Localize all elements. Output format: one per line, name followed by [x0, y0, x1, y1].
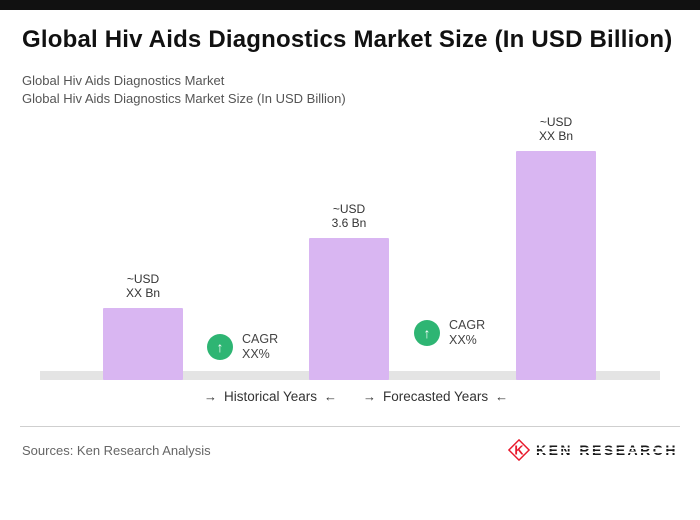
- ken-research-logo: K KEN RESEARCH: [507, 439, 679, 461]
- bar-label-line1: ~USD: [332, 202, 366, 216]
- page-title: Global Hiv Aids Diagnostics Market Size …: [22, 26, 673, 53]
- bar-middle: [309, 238, 389, 380]
- footer: Sources: Ken Research Analysis K KEN RES…: [22, 439, 679, 461]
- footer-divider: [20, 426, 680, 427]
- svg-text:K: K: [514, 443, 524, 458]
- growth-arrow-icon: ↑: [414, 320, 440, 346]
- arrow-left-icon: ←: [324, 389, 338, 404]
- top-bar: [0, 0, 700, 10]
- bar-value-label: ~USD XX Bn: [539, 115, 573, 143]
- bar-value-label: ~USD 3.6 Bn: [332, 202, 367, 230]
- bar-group-historical: ~USD XX Bn: [103, 114, 183, 380]
- bar-label-line2: XX Bn: [125, 286, 161, 300]
- ken-research-k-icon: K: [507, 439, 530, 461]
- cagr-label: CAGR: [449, 318, 486, 332]
- chart-subtitle-2: Global Hiv Aids Diagnostics Market Size …: [22, 91, 346, 106]
- cagr-text: CAGR XX%: [242, 332, 278, 362]
- cagr-value: XX%: [449, 333, 477, 347]
- bar-label-line1: ~USD: [539, 115, 573, 129]
- sources-text: Sources: Ken Research Analysis: [22, 442, 211, 458]
- bar-label-line2: XX Bn: [538, 129, 574, 143]
- ken-research-logo-text: KEN RESEARCH: [535, 441, 679, 459]
- bar-label-line1: ~USD: [126, 272, 160, 286]
- growth-arrow-icon: ↑: [207, 334, 233, 360]
- bar-group-forecast: ~USD XX Bn: [516, 114, 596, 380]
- bar-historical: [103, 308, 183, 380]
- bar-forecast: [516, 151, 596, 380]
- chart-subtitle-1: Global Hiv Aids Diagnostics Market: [22, 73, 225, 88]
- bar-chart: ~USD XX Bn ~USD 3.6 Bn ~USD XX Bn ↑ CAGR…: [0, 114, 700, 380]
- bar-group-middle: ~USD 3.6 Bn: [309, 114, 389, 380]
- arrow-left-icon: ←: [495, 389, 509, 404]
- historical-years-label: → Historical Years ←: [197, 389, 344, 404]
- forecasted-years-label: → Forecasted Years ←: [356, 389, 515, 404]
- arrow-right-icon: →: [204, 389, 217, 404]
- cagr-value: XX%: [242, 347, 270, 361]
- cagr-badge-2: ↑ CAGR XX%: [414, 318, 485, 348]
- arrow-right-icon: →: [363, 389, 376, 404]
- cagr-text: CAGR XX%: [449, 318, 485, 348]
- period-text: Forecasted Years: [383, 389, 489, 404]
- period-labels-row: → Historical Years ← → Forecasted Years ←: [0, 389, 700, 411]
- cagr-badge-1: ↑ CAGR XX%: [207, 332, 278, 362]
- bar-label-line2: 3.6 Bn: [331, 216, 367, 230]
- cagr-label: CAGR: [242, 332, 279, 346]
- period-text: Historical Years: [224, 389, 318, 404]
- bar-value-label: ~USD XX Bn: [126, 272, 160, 300]
